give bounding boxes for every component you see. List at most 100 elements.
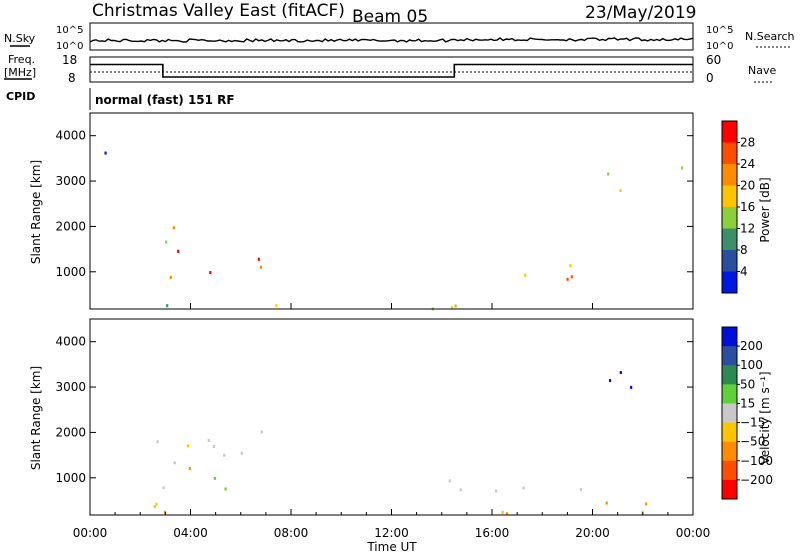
velocity-cell [448, 479, 451, 483]
colorbar-segment [722, 346, 737, 366]
velocity-cell [173, 461, 176, 465]
station-title: Christmas Valley East (fitACF) [92, 1, 345, 21]
power-cell [257, 257, 260, 261]
power-cell [169, 275, 172, 279]
velocity-cell [207, 438, 210, 442]
freq-axis-bottom: 8 [68, 71, 76, 85]
time-tick-label: 08:00 [274, 526, 309, 540]
velocity-cell [605, 501, 608, 505]
velocity-cell [155, 502, 158, 506]
power-cell [570, 275, 573, 279]
time-tick-label: 12:00 [374, 526, 409, 540]
noise-trace [89, 37, 694, 43]
colorbar-segment [722, 250, 737, 272]
colorbar-segment [722, 207, 737, 229]
power-colorbar-label: Power [dB] [758, 177, 772, 242]
power-cell [569, 264, 572, 268]
colorbar-tick-label: 8 [740, 243, 748, 257]
colorbar-tick-label: −200 [740, 473, 773, 487]
nave-axis-bottom: 0 [706, 71, 714, 85]
nsky-label: N.Sky [4, 32, 36, 45]
colorbar-tick-label: 12 [740, 222, 755, 236]
power-cell [607, 172, 610, 176]
power-cell [566, 277, 569, 281]
time-tick-label: 00:00 [676, 526, 711, 540]
colorbar-frame [721, 326, 738, 500]
velocity-cell [608, 379, 612, 383]
range-tick-label: 2000 [55, 219, 86, 233]
velocity-cell [459, 488, 462, 492]
colorbar-segment [722, 142, 737, 165]
velocity-colorbar-label: Velocity [m s⁻¹] [758, 371, 772, 464]
nsky-line [89, 37, 694, 43]
power-cell [166, 304, 169, 308]
velocity-cell [156, 440, 159, 444]
velocity-cell [224, 487, 227, 491]
power-cell [275, 304, 278, 308]
beam-label: Beam 05 [352, 7, 428, 27]
colorbar-tick-label: 100 [740, 358, 763, 372]
power-cell [177, 249, 180, 253]
velocity-scatter [153, 371, 648, 516]
noise-panel [89, 22, 694, 51]
colorbar-segment [722, 327, 737, 347]
power-cell [454, 304, 457, 308]
time-tick-label: 04:00 [173, 526, 208, 540]
power-cell [681, 166, 684, 170]
colorbar-tick-label: 24 [740, 157, 755, 171]
power-cell [524, 273, 527, 277]
range-tick-label: 1000 [55, 265, 86, 279]
freq-label: Freq. [8, 53, 35, 66]
colorbar-tick-label: 16 [740, 200, 755, 214]
colorbar-tick-label: −50 [740, 435, 765, 449]
power-cell [209, 271, 212, 275]
colorbar-segment [722, 271, 737, 294]
frequency-trace [90, 63, 693, 78]
velocity-cell [505, 512, 509, 516]
velocity-cell [212, 444, 216, 448]
noise-axis-bottom-left: 10^0 [56, 41, 83, 52]
colorbar-tick-label: −15 [740, 416, 765, 430]
velocity-cell [213, 476, 216, 480]
freq-unit-label: [MHz] [4, 66, 36, 79]
velocity-cell [188, 467, 191, 471]
time-xlabel: Time UT [366, 540, 417, 554]
colorbar-segment [722, 403, 737, 424]
colorbar-tick-label: −100 [740, 454, 773, 468]
power-panel-frame [89, 112, 694, 310]
nsearch-label: N.Search [745, 30, 795, 43]
velocity-panel-frame [89, 318, 694, 516]
noise-axis-bottom-right: 10^0 [706, 41, 733, 52]
power-range-ticks: 4000 3000 2000 1000 [55, 129, 693, 279]
power-cell [259, 265, 263, 269]
time-tick-label: 20:00 [575, 526, 610, 540]
colorbar-tick-label: 15 [740, 396, 755, 410]
power-colorbar: 28 24 20 16 12 8 4 [721, 120, 755, 294]
colorbar-tick-label: 20 [740, 179, 755, 193]
time-axis: 00:00 04:00 08:00 12:00 16:00 20:00 00:00 [73, 303, 711, 540]
colorbar-segment [722, 164, 737, 186]
velocity-cell [501, 510, 504, 514]
velocity-cell [153, 505, 156, 509]
velocity-colorbar: 200 100 50 15 −15 −50 −100 −200 [721, 326, 773, 500]
power-ylabel: Slant Range [km] [29, 160, 43, 264]
range-tick-label: 1000 [55, 471, 86, 485]
velocity-cell [162, 486, 165, 490]
colorbar-segment [722, 365, 737, 385]
colorbar-tick-label: 28 [740, 136, 755, 150]
velocity-cell [186, 444, 190, 448]
velocity-cell [494, 489, 498, 493]
velocity-cell [260, 430, 263, 434]
velocity-cell [644, 502, 648, 506]
frequency-line [90, 63, 693, 78]
noise-axis-top-left: 10^5 [56, 25, 83, 36]
colorbar-segment [722, 441, 737, 462]
time-tick-label: 00:00 [73, 526, 108, 540]
time-tick-label: 16:00 [475, 526, 510, 540]
velocity-ylabel: Slant Range [km] [29, 366, 43, 470]
nave-label: Nave [748, 64, 776, 77]
colorbar-segment [722, 121, 737, 143]
colorbar-segment [722, 460, 737, 481]
power-cell [619, 189, 622, 193]
nave-axis-top: 60 [706, 53, 721, 67]
